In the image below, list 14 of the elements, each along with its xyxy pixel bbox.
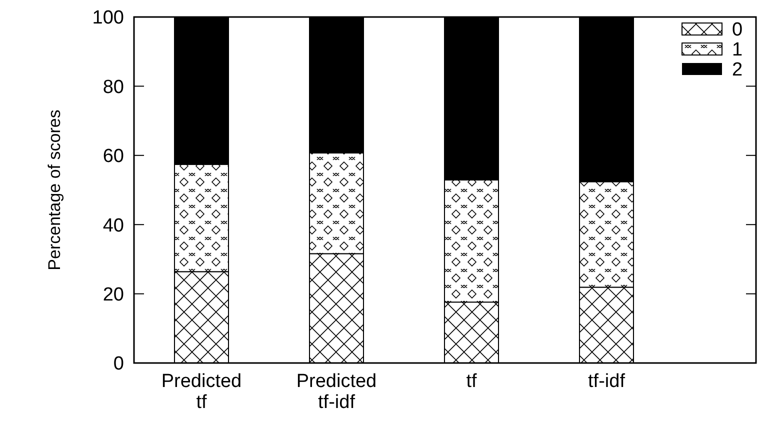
y-tick-label: 40 [102,215,124,236]
y-tick-label: 20 [102,284,124,306]
y-axis-title: Percentage of scores [45,110,64,270]
legend-label: 0 [732,20,743,41]
y-tick-label: 0 [113,354,124,375]
legend-label: 2 [732,60,743,81]
y-tick-label: 80 [102,76,124,98]
x-tick-label: tf [466,371,478,392]
x-tick-label: Predicted tf-idf [296,371,377,413]
x-tick-label: tf-idf [588,371,626,392]
y-tick-label: 100 [92,8,124,29]
x-tick-label: Predicted tf [161,371,242,413]
y-tick-label: 60 [102,146,124,168]
legend-label: 1 [732,40,743,61]
